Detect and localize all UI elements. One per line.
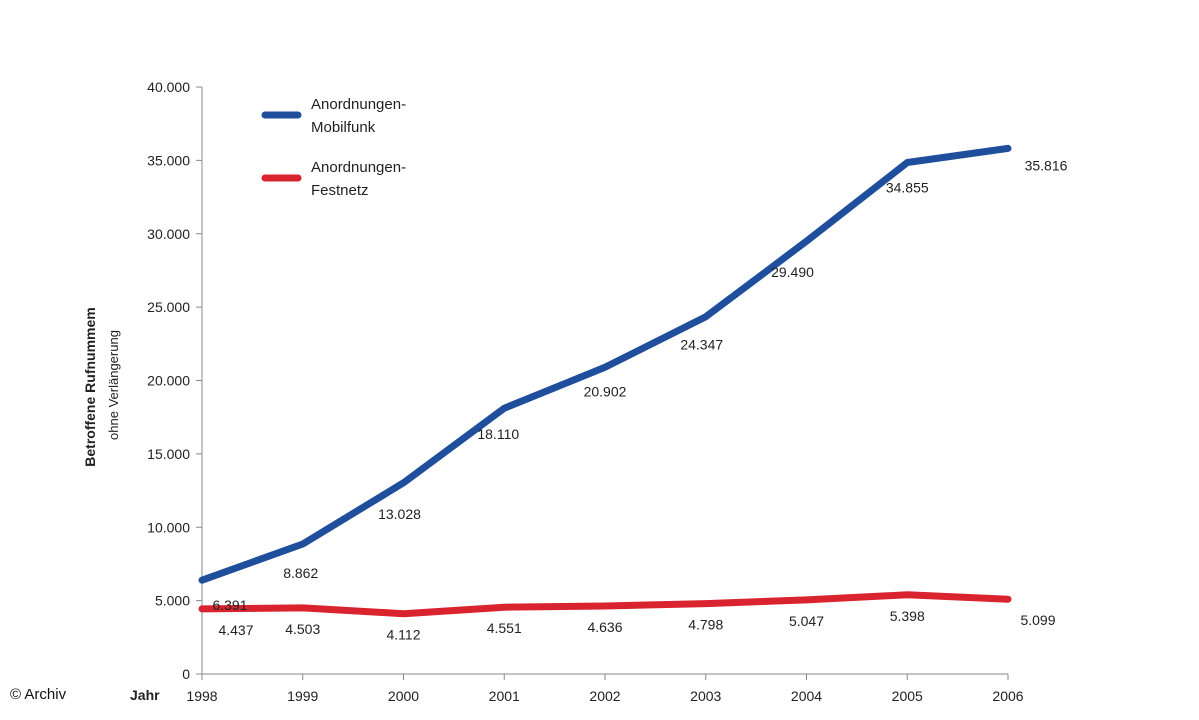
legend-label-line: Mobilfunk — [311, 119, 376, 136]
y-tick-label: 30.000 — [147, 226, 190, 242]
x-tick-label: 2004 — [791, 688, 822, 704]
data-label-mobilfunk: 34.855 — [886, 180, 929, 196]
x-tick-label: 2000 — [388, 688, 419, 704]
x-tick-label: 2003 — [690, 688, 721, 704]
data-label-mobilfunk: 6.391 — [212, 597, 247, 613]
y-axis-title: Betroffene Rufnummem — [82, 307, 98, 466]
data-label-festnetz: 5.099 — [1020, 612, 1055, 628]
x-tick-label: 1998 — [186, 688, 217, 704]
data-labels: 6.391 8.862 13.028 18.110 20.902 24.347 29.490… — [212, 157, 1067, 642]
axes: 0 5.000 10.000 15.000 20.000 25.000 30.000 35.0… — [147, 79, 1024, 704]
copyright-credit: © Archiv — [10, 686, 67, 703]
x-tick-label: 2001 — [489, 688, 520, 704]
x-tick-label: 1999 — [287, 688, 318, 704]
y-tick-label: 35.000 — [147, 152, 190, 168]
legend-label-festnetz: Anordnungen- Festnetz — [311, 159, 406, 199]
legend: Anordnungen- Mobilfunk Anordnungen- Festnet… — [261, 96, 406, 199]
y-tick-label: 10.000 — [147, 519, 190, 535]
data-label-festnetz: 5.047 — [789, 613, 824, 629]
legend-label-line: Festnetz — [311, 182, 369, 199]
data-label-mobilfunk: 8.862 — [283, 565, 318, 581]
y-tick-label: 5.000 — [155, 593, 190, 609]
legend-label-mobilfunk: Anordnungen- Mobilfunk — [311, 96, 406, 136]
y-tick-label: 25.000 — [147, 299, 190, 315]
data-label-festnetz: 4.437 — [218, 622, 253, 638]
y-tick-label: 20.000 — [147, 373, 190, 389]
data-label-mobilfunk: 18.110 — [477, 426, 519, 442]
legend-label-line: Anordnungen- — [311, 96, 406, 113]
y-tick-label: 40.000 — [147, 79, 190, 95]
data-label-festnetz: 4.636 — [587, 619, 622, 635]
axis-titles: Betroffene Rufnummem ohne Verlängerung J… — [82, 307, 160, 703]
y-axis-subtitle: ohne Verlängerung — [106, 330, 121, 440]
data-label-mobilfunk: 20.902 — [584, 383, 627, 399]
y-tick-label: 0 — [182, 666, 190, 682]
x-tick-label: 2002 — [589, 688, 620, 704]
x-tick-label: 2005 — [892, 688, 923, 704]
data-label-mobilfunk: 24.347 — [680, 337, 723, 353]
legend-label-line: Anordnungen- — [311, 159, 406, 176]
data-label-festnetz: 4.798 — [688, 617, 723, 633]
data-label-festnetz: 4.112 — [387, 627, 421, 643]
data-label-festnetz: 4.503 — [285, 621, 320, 637]
x-axis-title: Jahr — [130, 687, 160, 703]
y-tick-label: 15.000 — [147, 446, 190, 462]
data-label-mobilfunk: 35.816 — [1025, 157, 1068, 173]
x-tick-label: 2006 — [992, 688, 1023, 704]
series-line-festnetz — [198, 591, 1012, 618]
series-line-mobilfunk — [198, 144, 1012, 584]
data-label-festnetz: 4.551 — [487, 620, 522, 636]
series-lines — [198, 144, 1012, 618]
data-label-mobilfunk: 13.028 — [378, 506, 421, 522]
data-label-festnetz: 5.398 — [890, 608, 925, 624]
data-label-mobilfunk: 29.490 — [771, 264, 814, 280]
